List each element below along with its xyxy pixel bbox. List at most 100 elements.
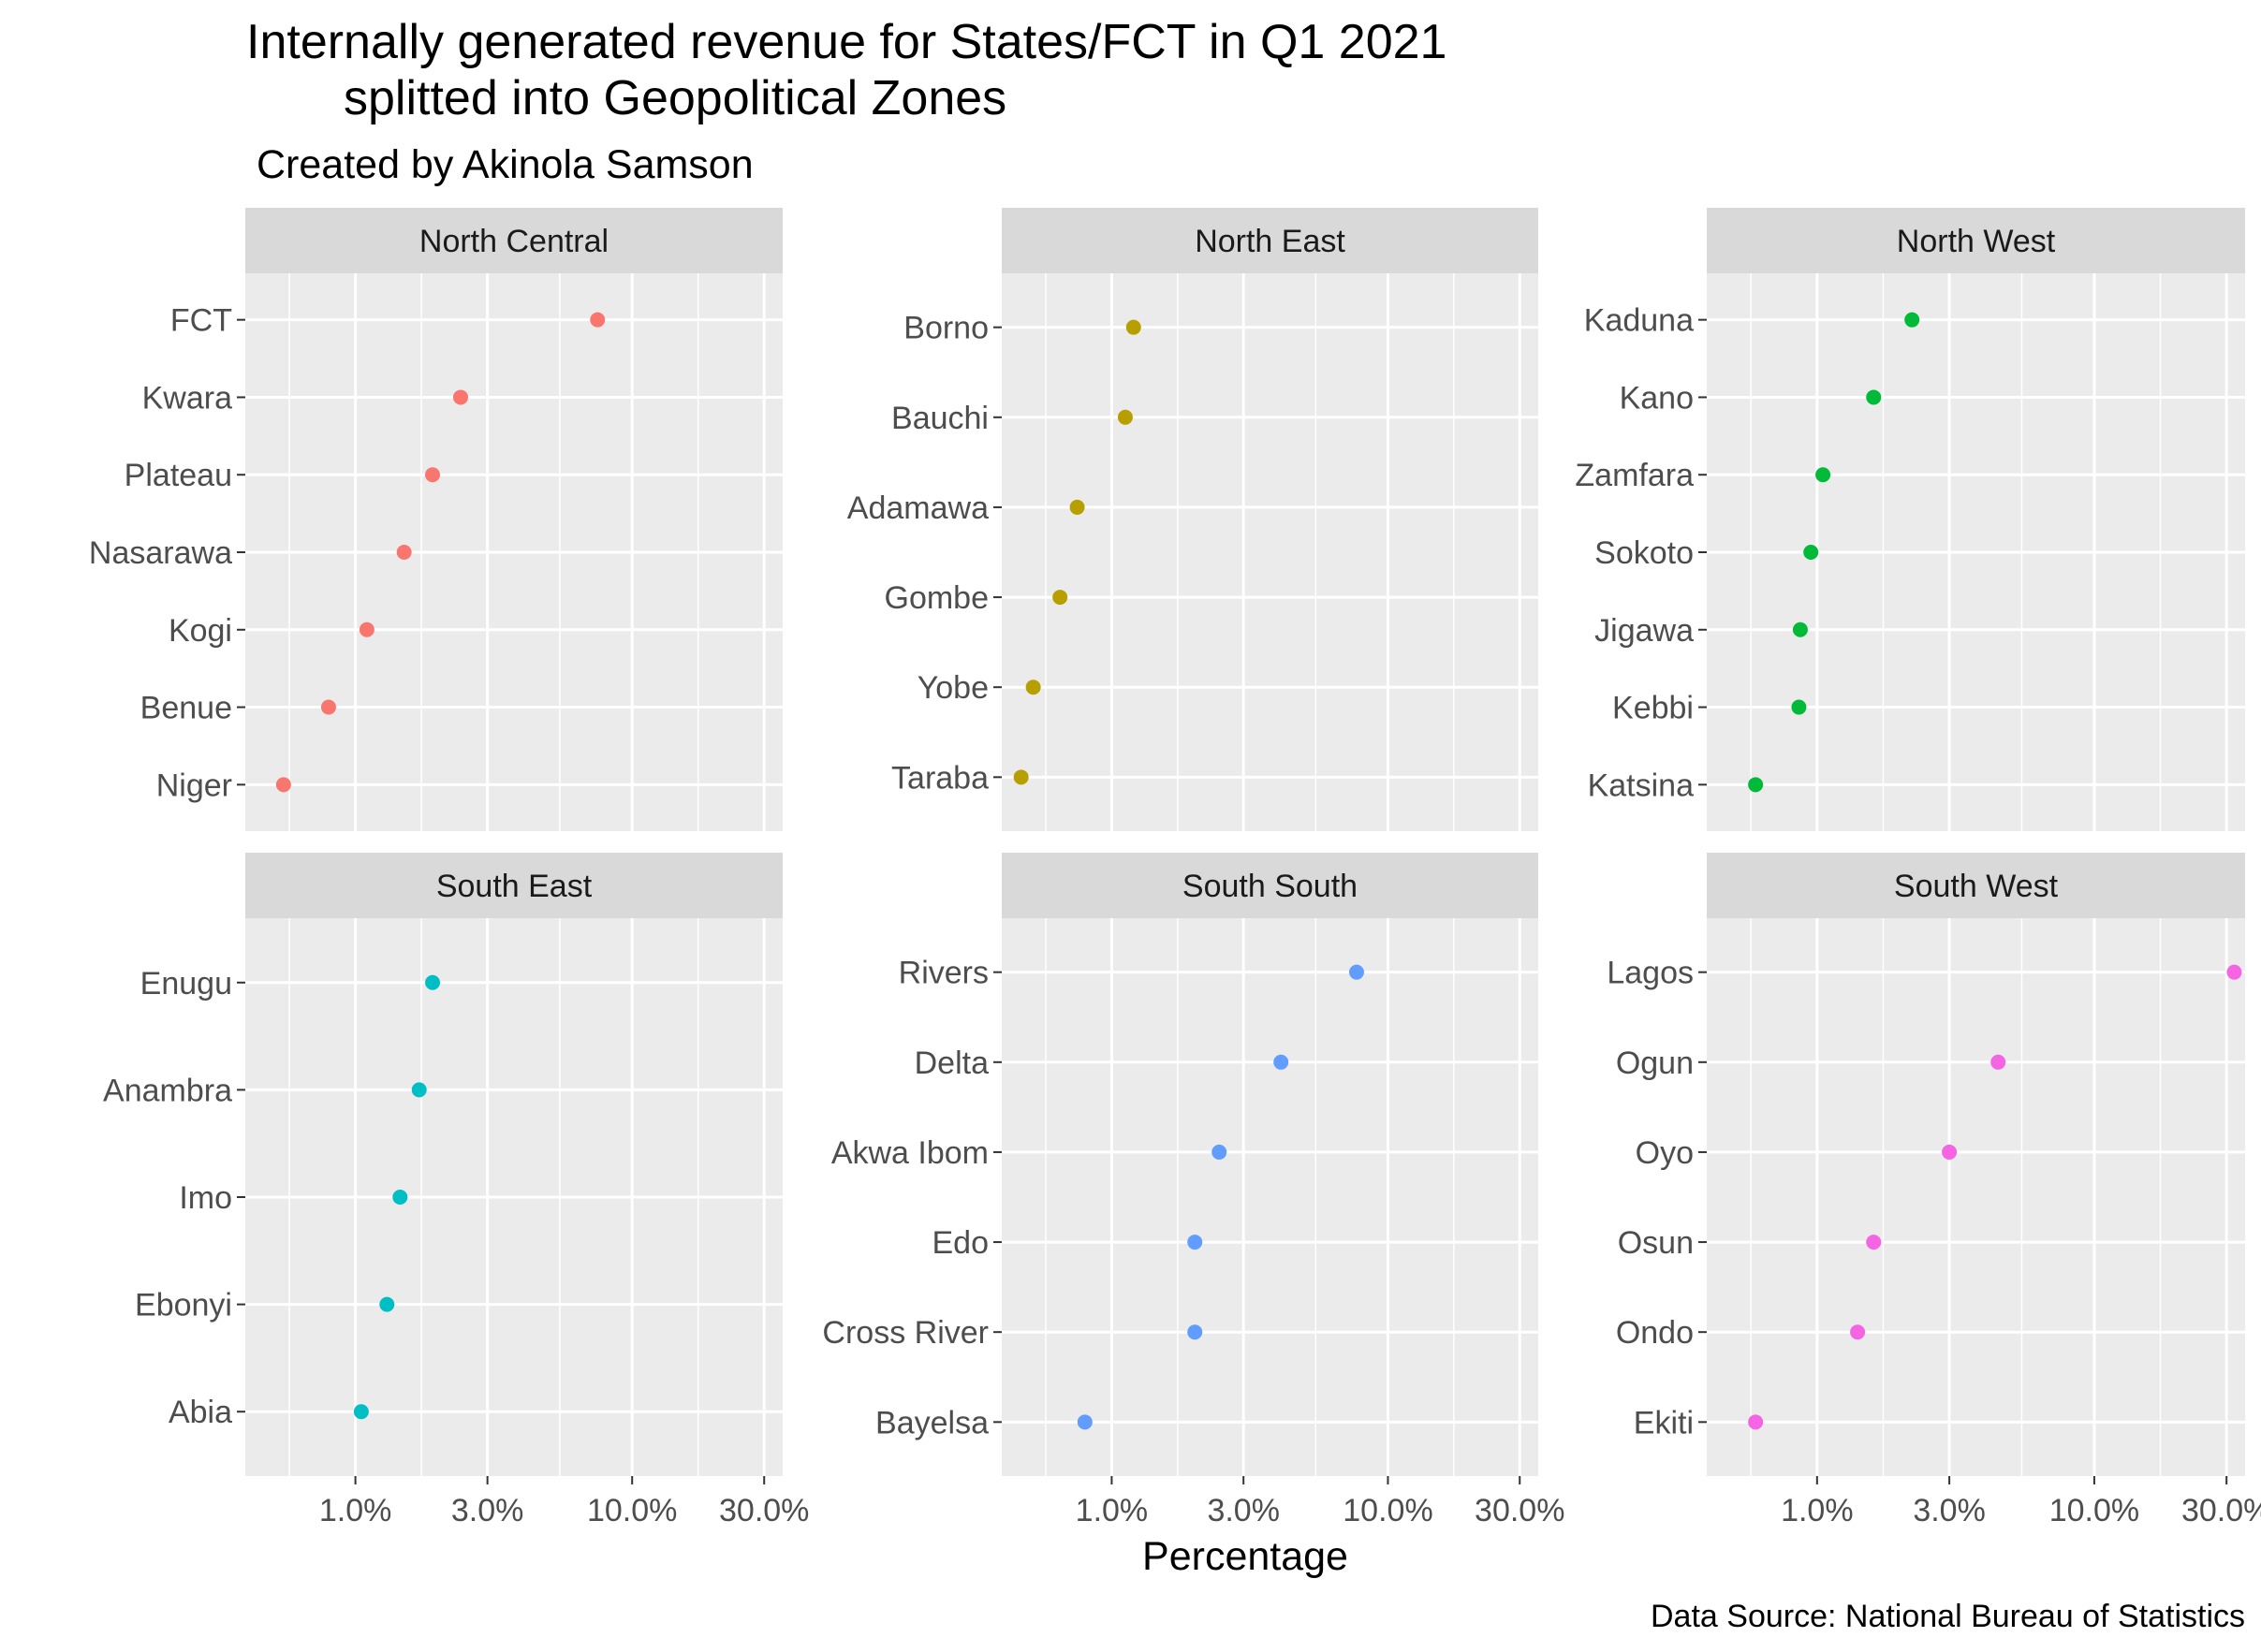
x-tick-label: 30.0% xyxy=(2181,1493,2261,1528)
data-point-kwara xyxy=(452,389,468,405)
facet-panel-north-east: North East Borno Bauchi Adamawa Gombe Yobe Tar… xyxy=(847,208,1538,831)
data-point-ebonyi xyxy=(379,1296,395,1312)
data-point-osun xyxy=(1866,1235,1882,1250)
x-tick-label: 10.0% xyxy=(587,1493,677,1528)
y-tick-label-kogi: Kogi xyxy=(169,613,232,649)
data-point-plateau xyxy=(425,467,441,483)
y-tick-label-enugu: Enugu xyxy=(140,966,232,1001)
y-tick-label-bayelsa: Bayelsa xyxy=(875,1405,989,1440)
y-tick-label-zamfara: Zamfara xyxy=(1575,458,1694,493)
facet-panel-south-west: South West Lagos Ogun Oyo Osun Ondo Ekiti 1.0% 3… xyxy=(1607,853,2261,1528)
y-tick-label-edo: Edo xyxy=(932,1225,990,1261)
panel-background xyxy=(1002,918,1538,1476)
chart-title-line2: splitted into Geopolitical Zones xyxy=(344,71,1006,125)
data-point-oyo xyxy=(1942,1144,1958,1160)
y-tick-label-rivers: Rivers xyxy=(899,956,989,991)
data-point-delta xyxy=(1273,1054,1289,1070)
x-tick-label: 1.0% xyxy=(1781,1493,1854,1528)
y-tick-label-anambra: Anambra xyxy=(103,1073,232,1108)
data-point-kebbi xyxy=(1791,699,1807,715)
y-tick-label-ebonyi: Ebonyi xyxy=(135,1288,232,1323)
x-axis-label: Percentage xyxy=(1142,1534,1348,1579)
y-tick-label-kaduna: Kaduna xyxy=(1584,303,1694,339)
facet-panel-south-south: South South Rivers Delta Akwa Ibom Edo Cross … xyxy=(822,853,1564,1528)
facet-strip xyxy=(245,853,783,918)
y-tick-label-akwa-ibom: Akwa Ibom xyxy=(831,1135,989,1171)
data-point-benue xyxy=(320,699,336,715)
x-tick-label: 3.0% xyxy=(1913,1493,1986,1528)
y-tick-label-niger: Niger xyxy=(156,768,232,803)
data-point-kano xyxy=(1866,389,1882,405)
x-tick-label: 30.0% xyxy=(719,1493,809,1528)
data-point-katsina xyxy=(1748,777,1764,793)
y-tick-label-taraba: Taraba xyxy=(891,760,989,796)
data-point-taraba xyxy=(1013,769,1029,785)
data-point-jigawa xyxy=(1792,621,1808,637)
y-tick-label-abia: Abia xyxy=(169,1395,232,1430)
data-point-zamfara xyxy=(1815,467,1831,483)
y-tick-label-ondo: Ondo xyxy=(1616,1315,1694,1351)
facet-strip-label: South South xyxy=(1182,869,1358,904)
x-tick-label: 10.0% xyxy=(2049,1493,2139,1528)
panel-background xyxy=(1707,918,2245,1476)
data-point-kaduna xyxy=(1904,312,1920,328)
data-point-adamawa xyxy=(1069,499,1085,515)
data-point-sokoto xyxy=(1803,545,1819,560)
data-point-nasarawa xyxy=(396,545,412,560)
facet-strip-label: South East xyxy=(436,869,593,904)
data-point-borno xyxy=(1125,319,1141,335)
y-tick-label-yobe: Yobe xyxy=(918,670,989,706)
data-point-akwa-ibom xyxy=(1211,1144,1227,1160)
data-point-ondo xyxy=(1850,1324,1866,1340)
y-tick-label-adamawa: Adamawa xyxy=(847,490,989,526)
data-point-fct xyxy=(590,312,606,328)
data-point-edo xyxy=(1187,1235,1203,1250)
facet-panels: North Central FCT Kwara Plateau Nasarawa Kogi… xyxy=(89,208,2261,1528)
data-point-yobe xyxy=(1025,680,1041,695)
facet-strip-label: North West xyxy=(1897,224,2056,259)
data-point-cross-river xyxy=(1187,1324,1203,1340)
chart-caption: Data Source: National Bureau of Statisti… xyxy=(1651,1599,2245,1634)
x-tick-label: 3.0% xyxy=(451,1493,524,1528)
facet-strip xyxy=(1002,208,1538,273)
y-tick-label-kebbi: Kebbi xyxy=(1612,691,1694,726)
y-tick-label-cross-river: Cross River xyxy=(822,1315,989,1351)
y-tick-label-sokoto: Sokoto xyxy=(1594,535,1694,571)
facet-strip xyxy=(245,208,783,273)
x-tick-label: 3.0% xyxy=(1207,1493,1280,1528)
y-tick-label-lagos: Lagos xyxy=(1607,956,1694,991)
facet-strip xyxy=(1707,853,2245,918)
chart-subtitle: Created by Akinola Samson xyxy=(257,142,754,187)
data-point-rivers xyxy=(1348,964,1364,980)
y-tick-label-oyo: Oyo xyxy=(1636,1135,1694,1171)
y-tick-label-ekiti: Ekiti xyxy=(1634,1405,1694,1440)
y-tick-label-kwara: Kwara xyxy=(142,380,232,416)
y-tick-label-borno: Borno xyxy=(903,311,989,346)
x-tick-label: 1.0% xyxy=(319,1493,392,1528)
facet-strip-label: North East xyxy=(1195,224,1345,259)
data-point-kogi xyxy=(359,621,374,637)
facet-panel-north-west: North West Kaduna Kano Zamfara Sokoto Jigawa K… xyxy=(1575,208,2245,831)
y-tick-label-jigawa: Jigawa xyxy=(1594,613,1694,649)
x-tick-label: 30.0% xyxy=(1475,1493,1564,1528)
facet-panel-north-central: North Central FCT Kwara Plateau Nasarawa Kogi… xyxy=(89,208,783,831)
chart-title: Internally generated revenue for States/… xyxy=(246,15,1446,69)
x-tick-label: 1.0% xyxy=(1076,1493,1149,1528)
y-tick-label-bauchi: Bauchi xyxy=(891,401,989,436)
data-point-anambra xyxy=(411,1082,427,1098)
facet-strip-label: South West xyxy=(1894,869,2059,904)
y-tick-label-plateau: Plateau xyxy=(125,458,232,493)
data-point-ekiti xyxy=(1748,1414,1764,1430)
x-tick-label: 10.0% xyxy=(1343,1493,1432,1528)
data-point-abia xyxy=(353,1404,369,1420)
data-point-ogun xyxy=(1990,1054,2006,1070)
facet-strip-label: North Central xyxy=(419,224,609,259)
facet-strip xyxy=(1707,208,2245,273)
y-tick-label-gombe: Gombe xyxy=(885,580,990,616)
data-point-lagos xyxy=(2226,964,2242,980)
y-tick-label-nasarawa: Nasarawa xyxy=(89,535,232,571)
y-tick-label-imo: Imo xyxy=(179,1180,232,1216)
y-tick-label-kano: Kano xyxy=(1620,380,1694,416)
panel-background xyxy=(1002,273,1538,831)
